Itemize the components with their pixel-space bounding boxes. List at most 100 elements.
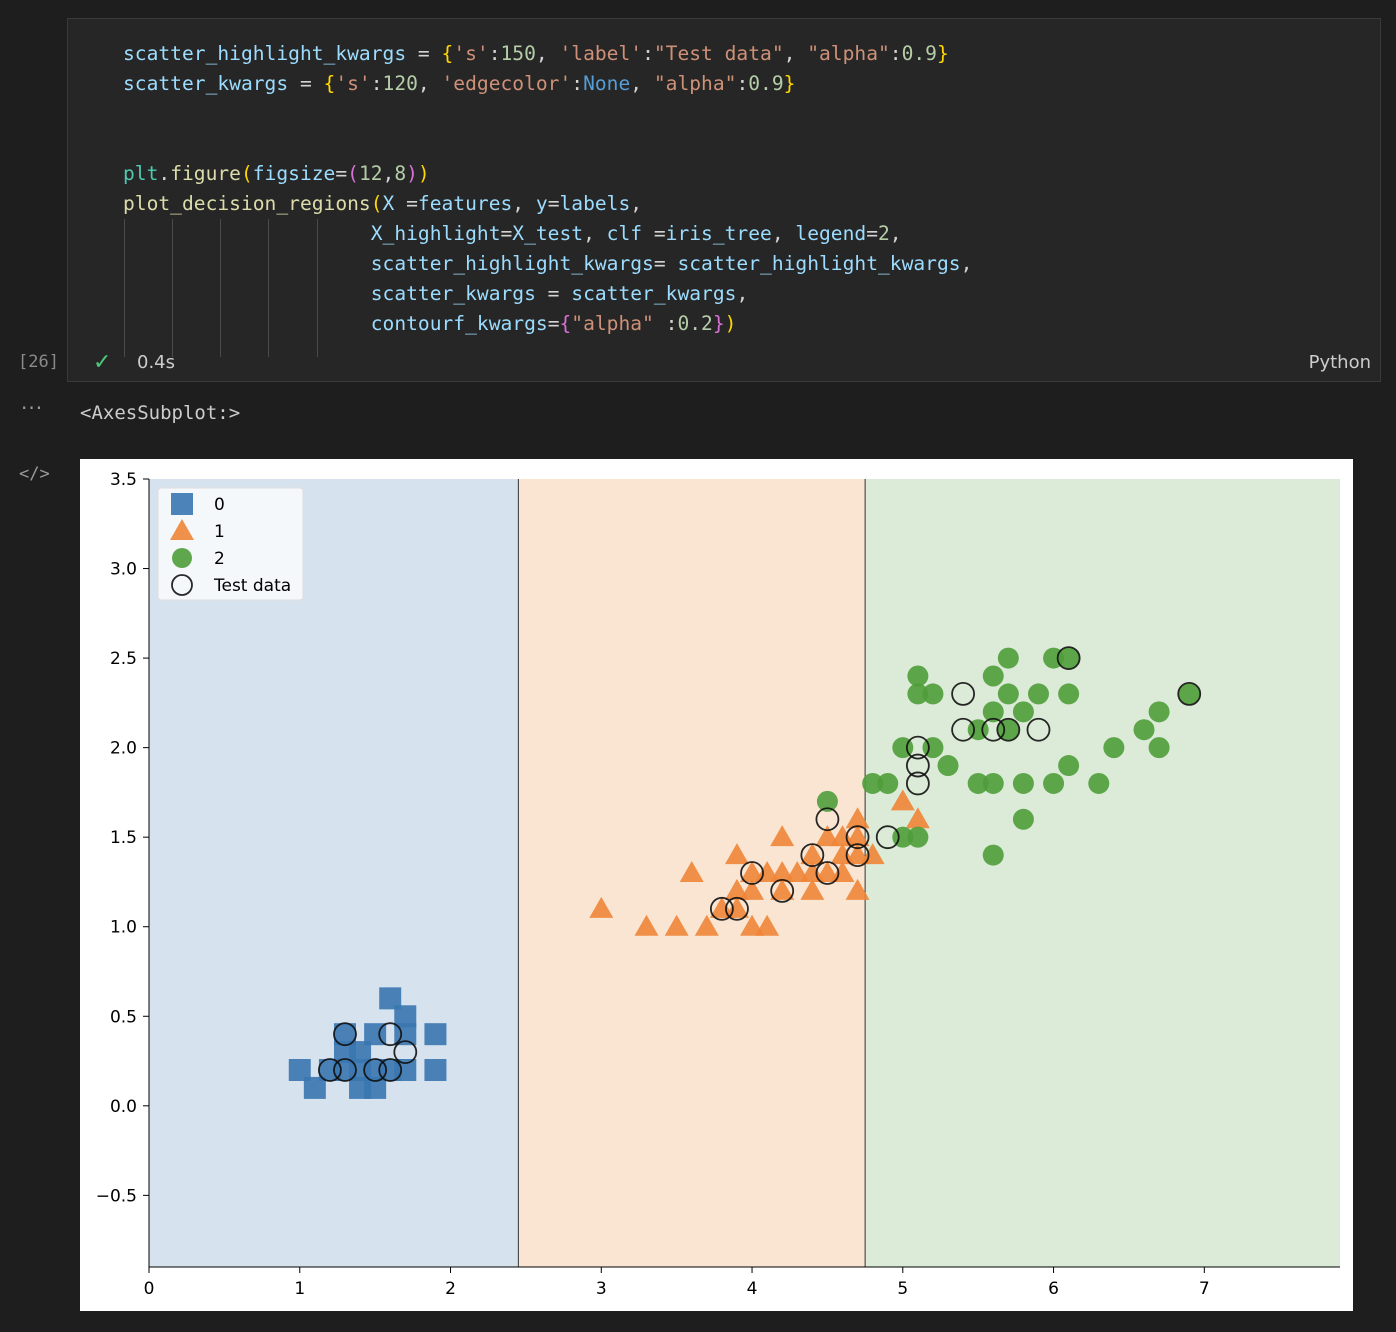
data-point-class-1 <box>845 807 870 829</box>
indent-guide <box>124 219 125 357</box>
data-point-class-1 <box>830 843 855 865</box>
data-point-class-test-data <box>981 717 1006 742</box>
data-point-class-0 <box>333 1023 356 1046</box>
data-point-class-test-data <box>1177 682 1202 706</box>
data-point-class-1 <box>770 861 795 882</box>
data-point-class-1 <box>740 914 765 936</box>
data-point-class-1 <box>634 914 659 936</box>
legend-label: 2 <box>214 549 225 569</box>
data-point-class-test-data <box>800 843 825 867</box>
data-point-class-2 <box>1178 683 1200 705</box>
output-text: <AxesSubplot:> <box>80 402 241 424</box>
data-point-class-2 <box>1148 737 1170 759</box>
x-tick-label: 3 <box>596 1279 607 1299</box>
indent-guide <box>317 219 318 357</box>
data-point-class-1 <box>740 878 765 900</box>
code-line <box>123 99 972 129</box>
code-cell[interactable]: scatter_highlight_kwargs = {'s':150, 'la… <box>67 18 1381 382</box>
data-point-class-1 <box>755 914 780 936</box>
data-point-class-1 <box>740 861 765 882</box>
data-point-class-1 <box>724 896 749 918</box>
data-point-class-2 <box>982 772 1004 794</box>
y-tick-label: −0.5 <box>96 1186 137 1206</box>
data-point-class-1 <box>724 843 749 865</box>
legend-label: 1 <box>214 522 225 542</box>
data-point-class-0 <box>379 987 402 1010</box>
indent-guide <box>172 219 173 357</box>
x-tick-label: 2 <box>445 1279 456 1299</box>
data-point-class-test-data <box>740 861 764 885</box>
legend-marker-1 <box>170 519 194 540</box>
data-point-class-test-data <box>333 1058 357 1082</box>
data-point-class-test-data <box>951 717 976 742</box>
decision-regions-chart: 0 1 2 3 4 5 6 7 −0.5 0.0 0.5 1.0 1.5 2.0 2.5 3.0 3.5 0 1 2 T… <box>96 470 1340 1299</box>
data-point-class-0 <box>424 1059 447 1081</box>
y-tick-label: 2.5 <box>110 649 137 669</box>
code-line <box>123 129 972 159</box>
decision-region-0 <box>149 479 519 1267</box>
y-tick-label: 3.5 <box>110 470 137 490</box>
data-point-class-1 <box>830 861 855 882</box>
data-point-class-2 <box>922 683 944 705</box>
legend-marker-test-data <box>171 574 193 596</box>
data-point-class-1 <box>830 825 855 847</box>
data-point-class-0 <box>424 1023 447 1046</box>
more-dots-icon[interactable]: ··· <box>21 396 44 420</box>
data-point-class-0 <box>303 1076 326 1099</box>
decision-region-2 <box>865 479 1340 1267</box>
x-tick-label: 7 <box>1199 1279 1210 1299</box>
data-point-class-2 <box>1043 772 1065 794</box>
data-point-class-2 <box>907 683 929 705</box>
data-point-class-2 <box>967 772 989 794</box>
code-line: scatter_highlight_kwargs= scatter_highli… <box>370 252 973 275</box>
data-point-class-test-data <box>845 825 870 850</box>
x-tick-label: 6 <box>1048 1279 1059 1299</box>
data-point-class-2 <box>1103 737 1125 759</box>
data-point-class-0 <box>394 1005 417 1028</box>
data-point-class-2 <box>982 844 1004 866</box>
data-point-class-test-data <box>996 717 1021 742</box>
data-point-class-2 <box>1058 755 1080 777</box>
data-point-class-1 <box>845 825 870 847</box>
data-point-class-test-data <box>905 771 930 796</box>
data-point-class-2 <box>982 701 1004 723</box>
code-line: scatter_kwargs = scatter_kwargs, <box>370 282 749 305</box>
data-point-class-1 <box>860 843 885 865</box>
data-point-class-1 <box>815 825 840 847</box>
data-point-class-1 <box>664 914 689 936</box>
data-point-class-2 <box>982 665 1004 687</box>
code-icon[interactable]: </> <box>19 464 50 484</box>
data-point-class-1 <box>905 807 930 829</box>
legend-label: 0 <box>214 495 225 515</box>
indent-guide <box>268 219 269 357</box>
data-point-class-test-data <box>333 1022 357 1047</box>
execution-count: [26] <box>18 352 59 372</box>
execution-time: 0.4s <box>137 352 176 373</box>
data-point-class-1 <box>589 896 614 918</box>
data-point-class-2 <box>1012 772 1034 794</box>
data-point-class-2 <box>1133 719 1155 741</box>
data-point-class-test-data <box>1056 646 1081 670</box>
y-tick-label: 2.0 <box>110 739 137 759</box>
plot-output: 0 1 2 3 4 5 6 7 −0.5 0.0 0.5 1.0 1.5 2.0 2.5 3.0 3.5 0 1 2 T… <box>80 459 1353 1311</box>
data-point-class-1 <box>800 861 825 882</box>
code-line: contourf_kwargs={"alpha" :0.2}) <box>370 312 737 335</box>
check-icon: ✓ <box>93 350 112 375</box>
data-point-class-2 <box>937 755 959 777</box>
data-point-class-2 <box>862 772 884 794</box>
data-point-class-1 <box>800 843 825 865</box>
data-point-class-2 <box>1148 701 1170 723</box>
data-point-class-1 <box>709 896 734 918</box>
data-point-class-1 <box>800 878 825 900</box>
code-line: plt.figure(figsize=(12,8)) <box>123 162 430 185</box>
code-editor[interactable]: scatter_highlight_kwargs = {'s':150, 'la… <box>123 39 972 339</box>
language-label[interactable]: Python <box>1308 352 1371 373</box>
data-point-class-2 <box>1088 772 1110 794</box>
data-point-class-test-data <box>709 896 734 921</box>
x-tick-label: 1 <box>294 1279 305 1299</box>
data-point-class-2 <box>1027 683 1049 705</box>
data-point-class-1 <box>694 914 719 936</box>
data-point-class-test-data <box>363 1058 388 1082</box>
y-tick-label: 0.0 <box>110 1097 137 1117</box>
x-tick-label: 4 <box>747 1279 758 1299</box>
